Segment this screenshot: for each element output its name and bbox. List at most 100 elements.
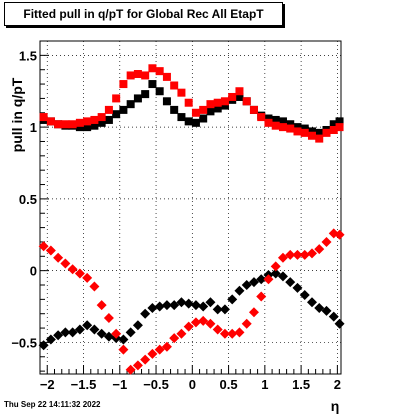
data-point	[140, 308, 151, 319]
data-point	[170, 105, 179, 114]
data-point	[169, 300, 180, 311]
data-point	[38, 340, 49, 351]
data-point	[329, 125, 338, 134]
x-tick-label: 1.5	[292, 377, 310, 392]
data-point	[235, 92, 244, 101]
data-point	[198, 315, 209, 326]
data-point	[271, 121, 280, 130]
data-point	[96, 328, 107, 339]
x-tick-label: 2	[334, 377, 341, 392]
data-point	[256, 291, 267, 302]
data-point	[199, 105, 208, 114]
data-point	[213, 98, 222, 107]
data-point	[322, 128, 331, 137]
data-point	[154, 301, 165, 312]
axis-ticks	[39, 40, 338, 374]
data-point	[82, 320, 93, 331]
data-point	[285, 277, 296, 288]
data-point	[334, 229, 345, 240]
data-point	[235, 87, 244, 96]
data-point	[300, 128, 309, 137]
data-point	[103, 331, 114, 342]
data-point	[306, 297, 317, 308]
data-point	[176, 297, 187, 308]
data-point	[206, 100, 215, 109]
timestamp: Thu Sep 22 14:11:32 2022	[4, 400, 101, 409]
data-point	[277, 271, 288, 282]
data-point	[219, 328, 230, 339]
data-point	[45, 245, 56, 256]
data-point	[148, 80, 157, 89]
data-markers	[38, 64, 345, 375]
data-point	[249, 105, 258, 114]
data-point	[75, 118, 84, 127]
data-point	[321, 236, 332, 247]
data-point	[220, 101, 229, 110]
data-point	[155, 87, 164, 96]
data-point	[299, 249, 310, 260]
data-point	[118, 344, 129, 355]
data-point	[248, 307, 259, 318]
data-point	[241, 318, 252, 329]
y-tick-label: 1	[30, 120, 37, 135]
data-point	[212, 304, 223, 315]
data-point	[315, 134, 324, 143]
data-point	[82, 272, 93, 283]
data-point	[75, 123, 84, 132]
data-point	[184, 98, 193, 107]
data-point	[307, 127, 316, 136]
data-point	[234, 327, 245, 338]
data-point	[111, 328, 122, 339]
data-point	[53, 252, 64, 263]
data-point	[177, 113, 186, 122]
data-point	[228, 92, 237, 101]
data-point	[190, 317, 201, 328]
y-tick-label: 0	[30, 264, 37, 279]
data-point	[256, 274, 267, 285]
data-point	[45, 334, 56, 345]
data-point	[307, 131, 316, 140]
data-point	[220, 97, 229, 106]
data-point	[83, 117, 92, 126]
series-1	[39, 64, 344, 143]
data-point	[293, 127, 302, 136]
x-tick-label: 0	[189, 377, 196, 392]
data-point	[162, 72, 171, 81]
data-point	[103, 313, 114, 324]
data-point	[286, 124, 295, 133]
data-point	[183, 298, 194, 309]
data-point	[119, 80, 128, 89]
data-point	[118, 334, 129, 345]
data-point	[241, 280, 252, 291]
data-point	[154, 344, 165, 355]
data-point	[183, 321, 194, 332]
data-point	[227, 328, 238, 339]
data-point	[212, 324, 223, 335]
data-point	[314, 302, 325, 313]
data-point	[335, 117, 344, 126]
data-point	[46, 117, 55, 126]
data-point	[96, 300, 107, 311]
data-point	[205, 318, 216, 329]
data-point	[286, 120, 295, 129]
data-point	[335, 123, 344, 132]
data-point	[126, 100, 135, 109]
data-point	[119, 105, 128, 114]
x-tick-label: −2	[40, 377, 55, 392]
data-point	[170, 81, 179, 90]
data-point	[104, 115, 113, 124]
data-point	[112, 110, 121, 119]
data-point	[141, 90, 150, 99]
data-point	[219, 304, 230, 315]
data-point	[278, 117, 287, 126]
data-point	[162, 97, 171, 106]
data-point	[277, 252, 288, 263]
x-tick-label: 1	[261, 377, 268, 392]
x-tick-label: 0.5	[220, 377, 238, 392]
data-point	[132, 360, 143, 371]
data-point	[292, 282, 303, 293]
data-point	[321, 305, 332, 316]
data-point	[39, 113, 48, 122]
